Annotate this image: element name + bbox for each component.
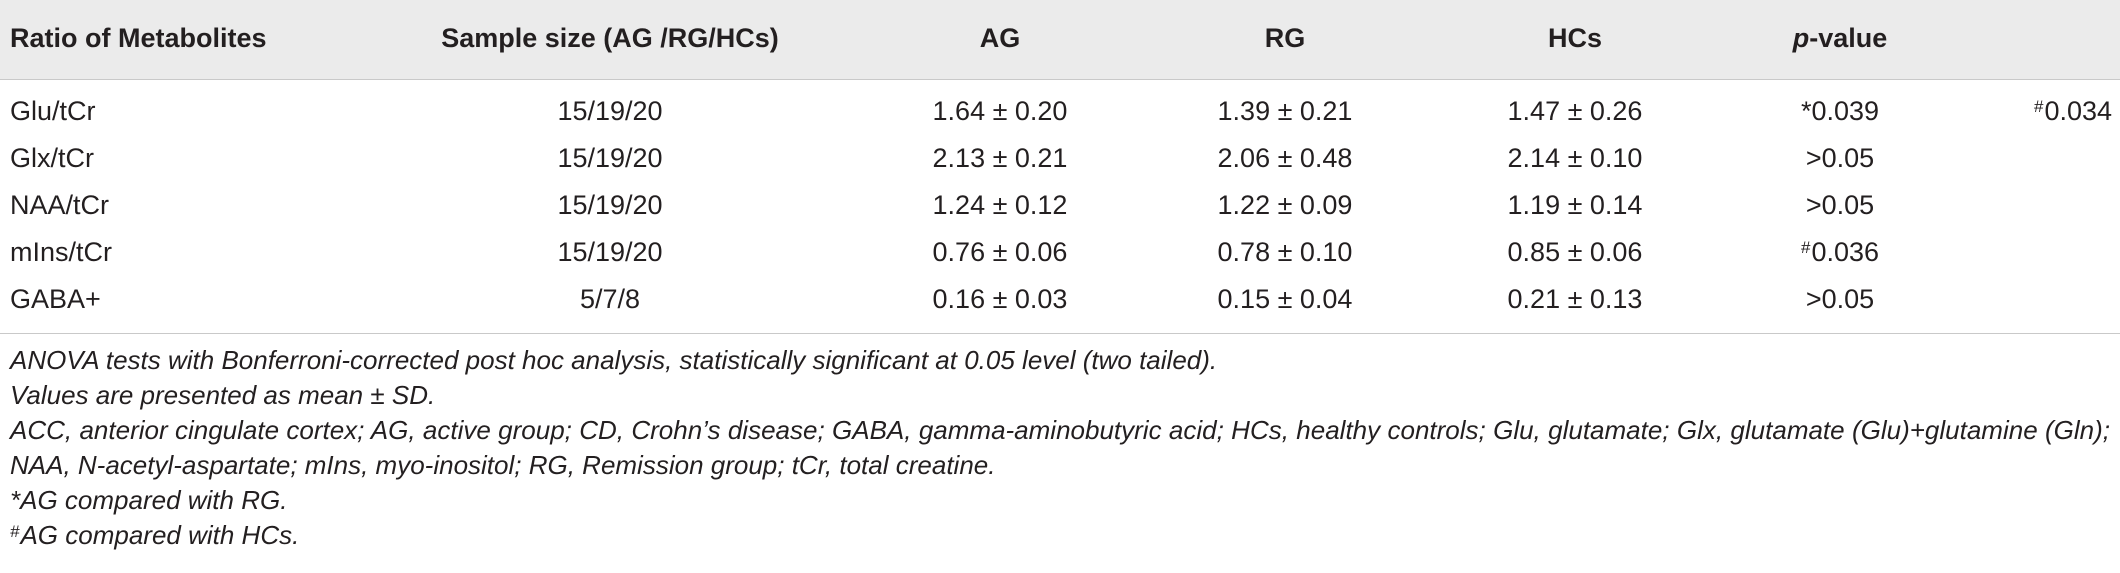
row-sample-size: 15/19/20 xyxy=(557,237,663,267)
row-rg-value: 1.39 ± 0.21 xyxy=(1217,96,1353,126)
header-rg: RG xyxy=(1264,23,1306,53)
footnote-anova: ANOVA tests with Bonferroni-corrected po… xyxy=(10,345,1218,375)
p2-number: 0.034 xyxy=(2044,96,2113,126)
header-sample-size: Sample size (AG /RG/HCs) xyxy=(441,23,779,53)
header-p-suffix: -value xyxy=(1809,23,1888,53)
row-ag-value: 0.16 ± 0.03 xyxy=(932,284,1068,314)
table-bottom-rule xyxy=(0,333,2120,334)
header-p-value: p-value xyxy=(1760,22,1920,54)
row-sample-size: 5/7/8 xyxy=(579,284,641,314)
row-sample-size: 15/19/20 xyxy=(557,143,663,173)
row-p-value: >0.05 xyxy=(1805,284,1875,314)
row-p-value-2: #0.034 xyxy=(2034,95,2112,127)
header-p-italic: p xyxy=(1792,23,1810,53)
row-ag-value: 1.64 ± 0.20 xyxy=(932,96,1068,126)
p-number: 0.036 xyxy=(1811,237,1880,267)
header-ratio-of-metabolites: Ratio of Metabolites xyxy=(10,23,267,53)
row-hcs-value: 0.21 ± 0.13 xyxy=(1507,284,1643,314)
hash-note: AG compared with HCs. xyxy=(20,520,300,550)
row-hcs-value: 1.47 ± 0.26 xyxy=(1507,96,1643,126)
p-number: 0.039 xyxy=(1811,96,1880,126)
row-sample-size: 15/19/20 xyxy=(557,190,663,220)
row-metabolite: NAA/tCr xyxy=(10,190,110,220)
row-ag-value: 0.76 ± 0.06 xyxy=(932,237,1068,267)
star-mark: * xyxy=(10,485,21,515)
row-p-value: >0.05 xyxy=(1805,190,1875,220)
p-mark: * xyxy=(1800,96,1812,126)
row-metabolite: Glx/tCr xyxy=(10,143,94,173)
row-sample-size: 15/19/20 xyxy=(557,96,663,126)
star-note: AG compared with RG. xyxy=(20,485,288,515)
p-mark: # xyxy=(1800,238,1811,257)
row-ag-value: 1.24 ± 0.12 xyxy=(932,190,1068,220)
row-metabolite: GABA+ xyxy=(10,284,101,314)
row-ag-value: 2.13 ± 0.21 xyxy=(932,143,1068,173)
footnote-hash: #AG compared with HCs. xyxy=(10,518,2110,553)
hash-mark: # xyxy=(10,522,20,541)
row-hcs-value: 2.14 ± 0.10 xyxy=(1507,143,1643,173)
row-rg-value: 2.06 ± 0.48 xyxy=(1217,143,1353,173)
row-p-value: *0.039 xyxy=(1760,95,1920,127)
row-metabolite: Glu/tCr xyxy=(10,96,96,126)
footnote-values: Values are presented as mean ± SD. xyxy=(10,380,436,410)
footnote-star: *AG compared with RG. xyxy=(10,483,2110,518)
table-header-row xyxy=(0,0,2120,80)
row-rg-value: 0.78 ± 0.10 xyxy=(1217,237,1353,267)
row-p-value: #0.036 xyxy=(1760,236,1920,268)
row-hcs-value: 0.85 ± 0.06 xyxy=(1507,237,1643,267)
header-hcs: HCs xyxy=(1547,23,1602,53)
footnote-abbreviations: ACC, anterior cingulate cortex; AG, acti… xyxy=(10,415,2110,480)
row-rg-value: 1.22 ± 0.09 xyxy=(1217,190,1353,220)
p2-mark: # xyxy=(2034,97,2044,116)
row-rg-value: 0.15 ± 0.04 xyxy=(1217,284,1353,314)
row-hcs-value: 1.19 ± 0.14 xyxy=(1507,190,1643,220)
row-p-value: >0.05 xyxy=(1805,143,1875,173)
row-metabolite: mIns/tCr xyxy=(10,237,113,267)
header-ag: AG xyxy=(979,23,1021,53)
